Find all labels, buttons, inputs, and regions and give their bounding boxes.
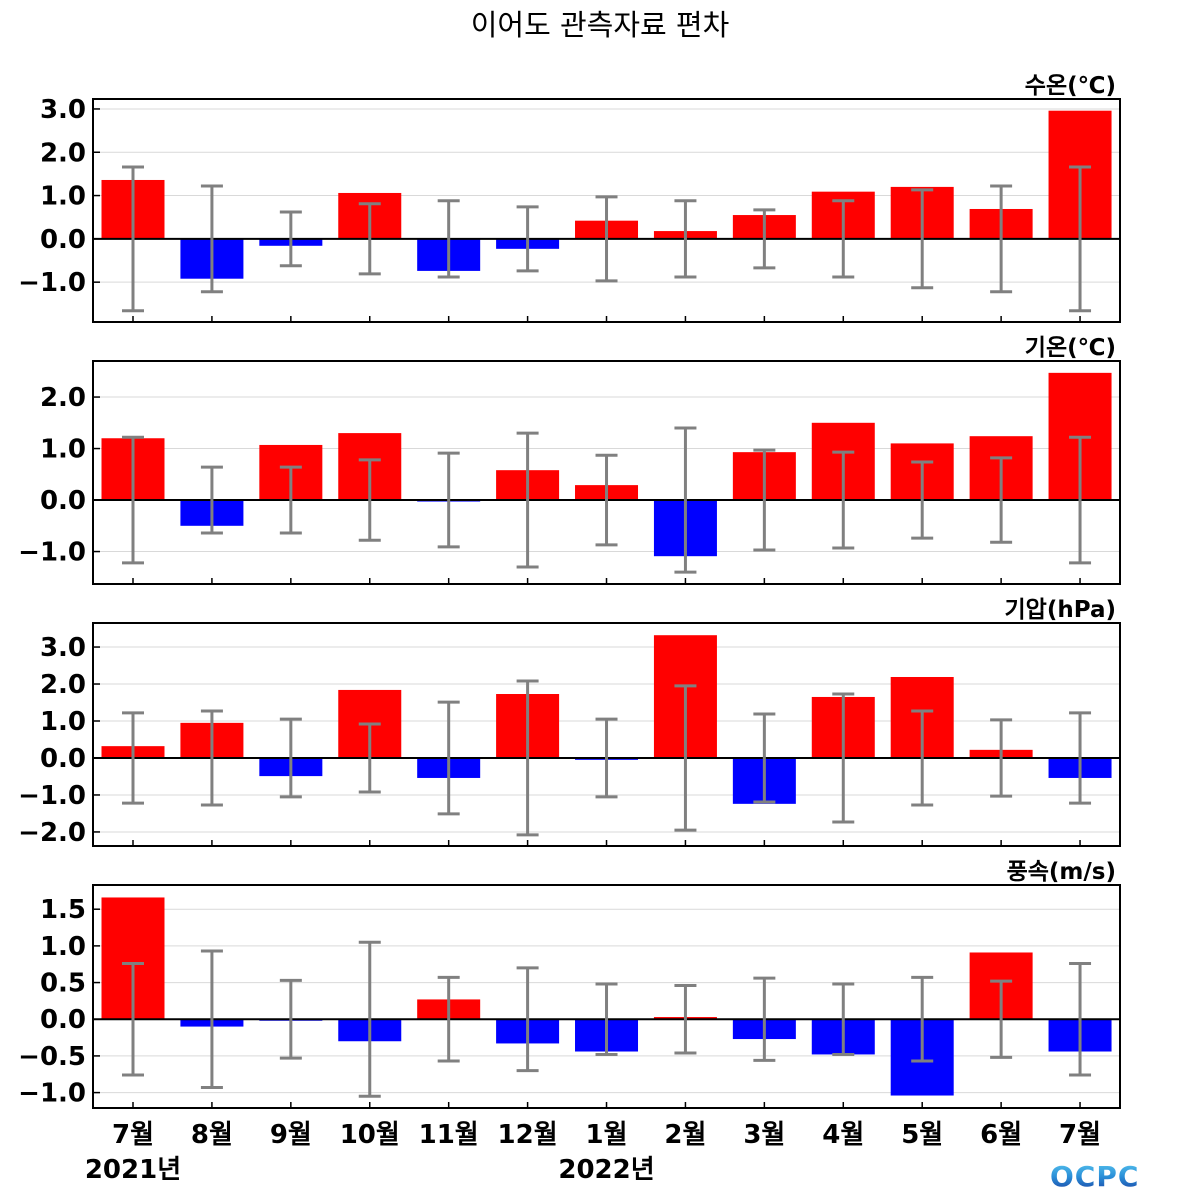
x-tick-label: 8월: [191, 1120, 233, 1150]
y-tick-label: 2.0: [40, 138, 86, 168]
ocpc-logo: OCPC: [1050, 1160, 1140, 1193]
y-tick-label: −1.0: [18, 1079, 86, 1109]
y-tick-label: 0.0: [40, 744, 86, 774]
plot-frame: [92, 622, 1121, 847]
y-tick-label: 2.0: [40, 383, 86, 413]
y-tick-label: −1.0: [18, 781, 86, 811]
panel-label: 풍속(m/s): [1007, 859, 1116, 885]
x-tick-label: 5월: [901, 1120, 943, 1150]
plot-frame: [92, 360, 1121, 585]
x-tick-label: 12월: [498, 1120, 558, 1150]
y-tick-label: 0.0: [40, 1005, 86, 1035]
x-tick-label: 4월: [822, 1120, 864, 1150]
y-tick-label: 2.0: [40, 670, 86, 700]
y-tick-label: 0.0: [40, 225, 86, 255]
plot-frame: [92, 98, 1121, 323]
chart-title: 이어도 관측자료 편차: [470, 8, 730, 42]
y-tick-label: 0.5: [40, 969, 86, 999]
panel-label: 수온(℃): [1025, 73, 1116, 99]
x-tick-label: 10월: [340, 1120, 400, 1150]
year-label: 2022년: [558, 1155, 654, 1185]
x-tick-label: 2월: [664, 1120, 706, 1150]
x-tick-label: 6월: [980, 1120, 1022, 1150]
panel-label: 기압(hPa): [1005, 597, 1116, 623]
y-tick-label: −1.0: [18, 268, 86, 298]
x-tick-label: 9월: [270, 1120, 312, 1150]
x-tick-label: 7월: [1059, 1120, 1101, 1150]
y-tick-label: 3.0: [40, 633, 86, 663]
x-tick-label: 1월: [586, 1120, 628, 1150]
y-tick-label: 0.0: [40, 486, 86, 516]
y-tick-label: 1.0: [40, 182, 86, 212]
y-tick-label: 3.0: [40, 95, 86, 125]
y-tick-label: 1.0: [40, 707, 86, 737]
x-tick-label: 3월: [743, 1120, 785, 1150]
y-tick-label: −2.0: [18, 818, 86, 848]
panel-label: 기온(℃): [1025, 335, 1116, 361]
plot-frame: [92, 884, 1121, 1109]
x-tick-label: 11월: [419, 1120, 479, 1150]
x-tick-label: 7월: [112, 1120, 154, 1150]
y-tick-label: 1.5: [40, 895, 86, 925]
y-tick-label: 1.0: [40, 932, 86, 962]
y-tick-label: 1.0: [40, 435, 86, 465]
y-tick-label: −1.0: [18, 538, 86, 568]
year-label: 2021년: [85, 1155, 181, 1185]
y-tick-label: −0.5: [18, 1042, 86, 1072]
